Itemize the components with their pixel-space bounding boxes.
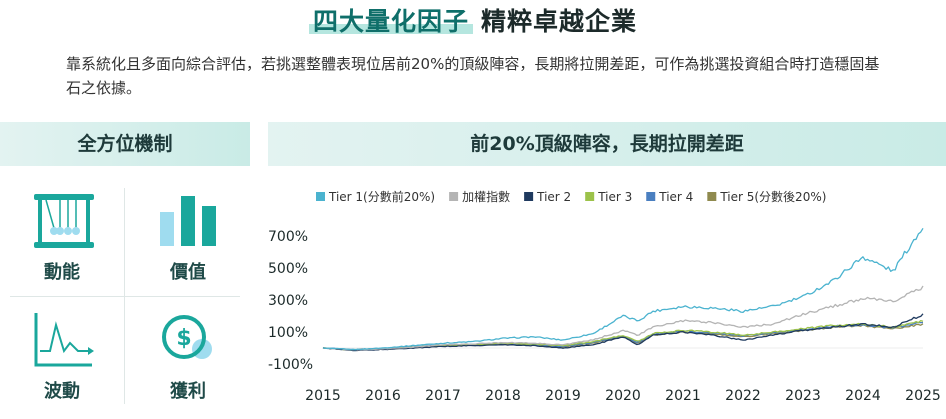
left-panel-heading: 全方位機制 bbox=[0, 122, 250, 166]
factor-label: 價值 bbox=[170, 262, 206, 283]
x-tick-label: 2019 bbox=[545, 388, 581, 404]
newtons-cradle-icon bbox=[34, 194, 94, 248]
intro-text: 靠系統化且多面向綜合評估，若挑選整體表現位居前20%的頂級陣容，長期將拉開差距，… bbox=[66, 55, 880, 97]
svg-text:$: $ bbox=[176, 326, 191, 351]
legend-swatch bbox=[316, 192, 325, 201]
x-tick-label: 2022 bbox=[725, 388, 761, 404]
legend-label: Tier 5(分數後20%) bbox=[719, 190, 826, 204]
x-tick-label: 2023 bbox=[785, 388, 821, 404]
x-tick-label: 2018 bbox=[485, 388, 521, 404]
x-tick-label: 2021 bbox=[665, 388, 701, 404]
page-title: 四大量化因子 精粹卓越企業 bbox=[0, 4, 946, 44]
legend-swatch bbox=[707, 192, 717, 201]
legend-label: Tier 3 bbox=[597, 190, 632, 204]
y-axis: 700% 500% 300% 100% -100% bbox=[268, 229, 313, 373]
factor-momentum: 動能 bbox=[0, 178, 124, 295]
factor-label: 動能 bbox=[44, 262, 80, 283]
x-tick-label: 2016 bbox=[365, 388, 401, 404]
x-tick-label: 2025 bbox=[905, 388, 941, 404]
x-tick-label: 2015 bbox=[305, 388, 341, 404]
legend-label: Tier 4 bbox=[658, 190, 693, 204]
y-tick-label: 100% bbox=[268, 325, 308, 341]
legend-swatch bbox=[524, 192, 534, 201]
factor-profit: $ 獲利 bbox=[126, 297, 250, 414]
x-tick-label: 2020 bbox=[605, 388, 641, 404]
y-tick-label: 700% bbox=[268, 229, 308, 245]
factor-label: 波動 bbox=[44, 381, 80, 402]
x-tick-label: 2017 bbox=[425, 388, 461, 404]
performance-chart: Tier 1(分數前20%) 加權指數 Tier 2 Tier 3 Tier 4 Tier… bbox=[268, 189, 941, 404]
y-tick-label: -100% bbox=[268, 357, 313, 373]
chart-legend: Tier 1(分數前20%) 加權指數 Tier 2 Tier 3 Tier 4 Tier… bbox=[316, 189, 826, 204]
dollar-coin-icon: $ bbox=[162, 315, 212, 359]
legend-label: Tier 2 bbox=[536, 190, 571, 204]
grid-divider-horizontal bbox=[10, 296, 240, 297]
legend-swatch bbox=[449, 192, 459, 201]
y-tick-label: 300% bbox=[268, 293, 308, 309]
y-tick-label: 500% bbox=[268, 261, 308, 277]
factor-label: 獲利 bbox=[170, 381, 206, 402]
factor-value: 價值 bbox=[126, 178, 250, 295]
title-highlight: 四大量化因子 bbox=[309, 7, 473, 36]
line-chart-icon bbox=[34, 313, 94, 367]
title-rest: 精粹卓越企業 bbox=[481, 7, 638, 36]
series-lines bbox=[322, 227, 924, 352]
legend-label: Tier 1(分數前20%) bbox=[328, 189, 435, 204]
chart-heading: 前20%頂級陣容，長期拉開差距 bbox=[268, 122, 946, 166]
legend-swatch bbox=[585, 192, 595, 201]
series-line bbox=[322, 285, 924, 351]
legend-label: 加權指數 bbox=[462, 189, 510, 204]
factor-grid: 動能 價值 波動 $ 獲利 bbox=[0, 178, 250, 414]
x-axis: 2015 2016 2017 2018 2019 2020 2021 2022 2023 2024… bbox=[305, 388, 941, 404]
series-line bbox=[322, 227, 924, 351]
factor-volatility: 波動 bbox=[0, 297, 124, 414]
series-line bbox=[322, 313, 924, 352]
x-tick-label: 2024 bbox=[845, 388, 881, 404]
legend-swatch bbox=[646, 192, 656, 201]
bar-chart-icon bbox=[160, 196, 216, 246]
